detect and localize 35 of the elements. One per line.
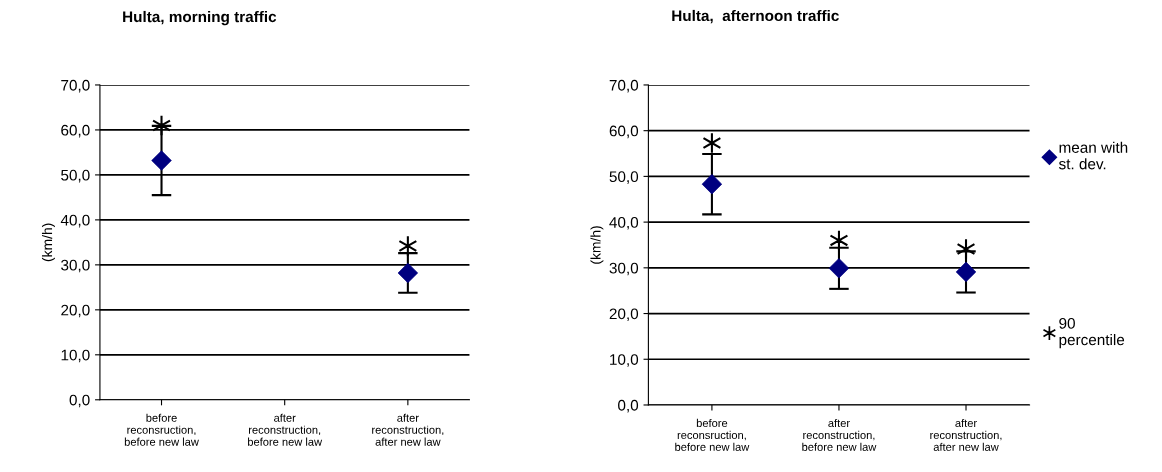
y-tick-label: 20,0 [61,304,90,318]
point [152,114,171,137]
x-tick-label: after reconstruction, before new law [802,418,877,451]
x-tick-label: before reconsruction, before new law [675,418,750,451]
x-tick-label: after reconstruction, after new law [930,418,1002,451]
y-tick-label: 10,0 [61,349,90,363]
point [398,235,418,257]
x-tick-label: after reconstruction, after new law [372,413,444,446]
legend-label: mean with st. dev. [1058,141,1128,170]
y-tick-label: 40,0 [60,214,90,228]
y-tick-label: 50,0 [609,171,639,184]
legend-label: 90 percentile [1059,317,1125,349]
y-tick-label: 50,0 [61,169,90,183]
point [956,238,976,260]
x-tick-label: after reconstruction, before new law [248,413,323,446]
y-axis-title: (km/h) [590,226,604,264]
y-tick-label: 70,0 [61,79,90,93]
x-tick-label: before reconsruction, before new law [124,413,199,446]
y-tick-label: 40,0 [609,216,639,230]
y-tick-label: 30,0 [61,259,90,273]
point [702,132,722,154]
chart-title: Hulta, afternoon traffic [672,9,839,24]
y-tick-label: 10,0 [610,354,639,367]
point [701,173,723,195]
y-tick-label: 0,0 [69,394,90,408]
y-tick-label: 60,0 [61,124,90,138]
point [829,229,849,252]
y-axis-title: (km/h) [41,223,55,262]
y-tick-label: 30,0 [609,262,639,276]
point [397,262,419,284]
y-tick-label: 60,0 [609,125,639,139]
y-tick-label: 0,0 [618,399,639,413]
chart-title: Hulta, morning traffic [123,10,277,26]
y-tick-label: 70,0 [609,79,639,93]
y-tick-label: 20,0 [609,308,639,322]
